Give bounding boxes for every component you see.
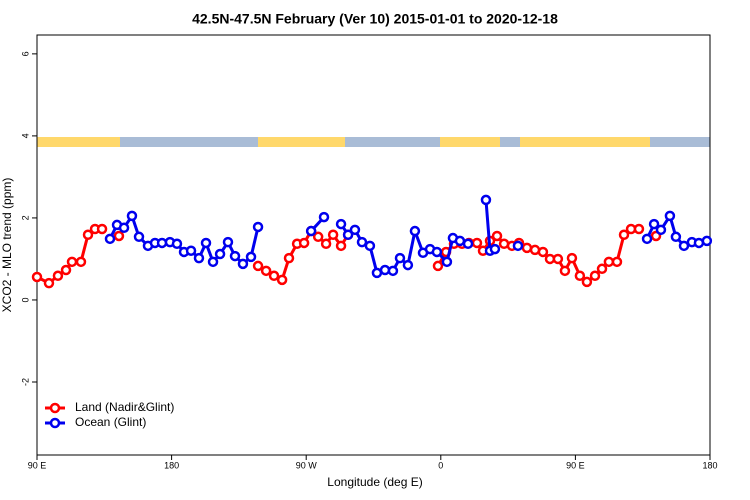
x-tick-label: 90 E xyxy=(28,460,47,470)
data-point xyxy=(342,229,354,240)
data-point xyxy=(678,240,690,252)
data-point xyxy=(655,224,667,236)
data-point xyxy=(222,236,234,248)
data-point xyxy=(118,222,130,234)
data-point xyxy=(521,242,533,254)
data-point xyxy=(252,221,264,233)
data-point xyxy=(312,231,324,243)
y-tick-label: 2 xyxy=(20,215,30,220)
data-point xyxy=(268,270,280,282)
data-point xyxy=(641,233,653,245)
y-tick-label: 6 xyxy=(20,51,30,56)
data-point xyxy=(512,240,524,252)
y-tick-label: 4 xyxy=(20,133,30,138)
data-point xyxy=(633,223,645,235)
data-point xyxy=(260,265,272,277)
y-tick-label: 0 xyxy=(20,297,30,302)
data-point xyxy=(574,270,586,282)
data-point xyxy=(589,270,601,282)
data-point xyxy=(349,224,361,236)
data-point xyxy=(335,218,347,230)
data-point xyxy=(60,264,72,276)
x-axis-label: Longitude (deg E) xyxy=(327,475,422,489)
x-tick-label: 90 E xyxy=(566,460,585,470)
data-point xyxy=(611,256,623,268)
data-point xyxy=(104,233,116,245)
data-point xyxy=(327,229,339,240)
data-point xyxy=(193,252,205,264)
data-point xyxy=(581,276,593,288)
legend-marker xyxy=(49,417,61,429)
data-point xyxy=(305,225,317,237)
data-point xyxy=(596,263,608,275)
data-point xyxy=(441,256,453,268)
x-tick-label: 90 W xyxy=(296,460,318,470)
data-point xyxy=(133,231,145,243)
data-point xyxy=(491,230,503,242)
data-point xyxy=(618,229,630,240)
data-point xyxy=(171,238,183,250)
x-tick-label: 0 xyxy=(438,460,443,470)
data-point xyxy=(207,256,219,268)
data-point xyxy=(603,256,615,268)
data-point xyxy=(648,218,660,230)
series-line xyxy=(436,227,639,284)
data-point xyxy=(276,274,288,286)
legend-label: Land (Nadir&Glint) xyxy=(75,400,174,414)
data-point xyxy=(229,250,241,262)
data-point xyxy=(559,265,571,277)
data-point xyxy=(566,252,578,264)
data-point xyxy=(298,237,310,249)
data-point xyxy=(402,259,414,271)
data-point xyxy=(126,210,138,222)
data-point xyxy=(113,230,125,242)
data-point xyxy=(96,223,108,235)
data-point xyxy=(75,256,87,268)
data-point xyxy=(462,238,474,250)
land-mask-strip xyxy=(37,137,710,147)
chart-title: 42.5N-47.5N February (Ver 10) 2015-01-01… xyxy=(192,11,558,27)
data-point xyxy=(356,236,368,248)
legend-marker xyxy=(49,402,61,414)
data-point xyxy=(214,248,226,260)
y-axis-label: XCO2 - MLO trend (ppm) xyxy=(0,178,14,313)
data-point xyxy=(31,271,43,283)
data-point xyxy=(320,238,332,250)
x-tick-label: 180 xyxy=(702,460,717,470)
data-point xyxy=(52,270,64,282)
data-point xyxy=(318,211,330,223)
legend-label: Ocean (Glint) xyxy=(75,415,146,429)
data-point xyxy=(252,260,264,272)
data-point xyxy=(387,265,399,277)
data-point xyxy=(394,252,406,264)
data-point xyxy=(489,243,501,255)
data-point xyxy=(43,277,55,289)
x-tick-label: 180 xyxy=(164,460,179,470)
data-point xyxy=(335,240,347,252)
data-point xyxy=(371,267,383,279)
data-point xyxy=(552,253,564,265)
data-point xyxy=(283,252,295,264)
data-point xyxy=(66,256,78,268)
data-point xyxy=(432,260,444,272)
data-point xyxy=(670,231,682,243)
data-point xyxy=(185,245,197,256)
data-point xyxy=(200,237,212,249)
data-point xyxy=(245,251,257,263)
data-point xyxy=(454,235,466,247)
data-point xyxy=(409,225,421,237)
data-point xyxy=(82,229,94,240)
data-point xyxy=(537,246,549,258)
data-point xyxy=(664,210,676,222)
data-point xyxy=(480,194,492,206)
y-tick-label: -2 xyxy=(20,378,30,386)
data-point xyxy=(237,258,249,270)
data-point xyxy=(471,237,483,249)
data-point xyxy=(364,240,376,252)
data-point xyxy=(431,246,443,258)
data-point xyxy=(701,235,713,247)
